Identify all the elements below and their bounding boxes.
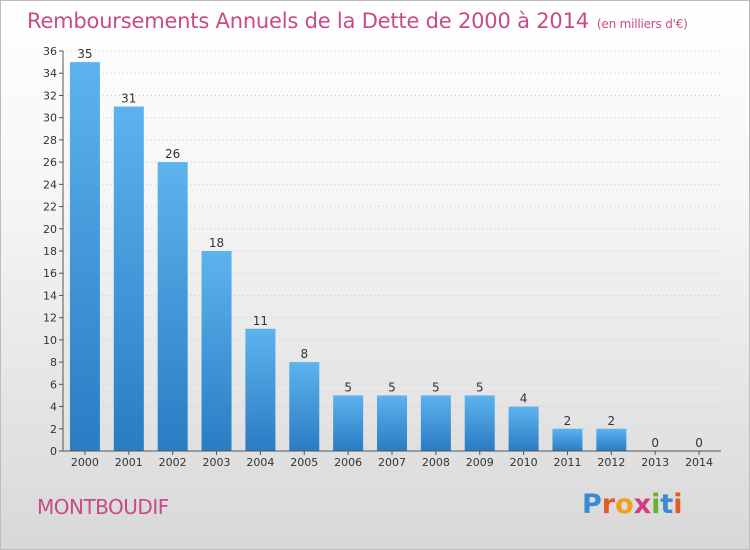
bar (420, 395, 451, 451)
data-label: 4 (520, 392, 528, 406)
y-tick-label: 36 (43, 45, 57, 58)
bar (289, 362, 320, 451)
data-label: 26 (165, 147, 180, 161)
y-tick-label: 32 (43, 89, 57, 102)
x-tick-label: 2000 (71, 456, 99, 469)
x-tick-label: 2010 (510, 456, 538, 469)
x-axis-ticks: 2000 2001 2002 2003 2004 2005 2006 2007 2008 2009… (71, 451, 713, 469)
data-labels: 35 31 26 18 11 8 5 5 5 5 4 2 2 0 0 (77, 47, 703, 450)
bar (245, 328, 276, 451)
bar (552, 428, 583, 451)
x-tick-label: 2008 (422, 456, 450, 469)
y-tick-label: 34 (43, 67, 57, 80)
y-tick-label: 6 (50, 378, 57, 391)
chart-title: Remboursements Annuels de la Dette de 20… (27, 9, 688, 33)
y-tick-label: 28 (43, 134, 57, 147)
x-tick-label: 2004 (246, 456, 274, 469)
bar (377, 395, 407, 451)
y-tick-label: 16 (43, 267, 57, 280)
bar (69, 62, 100, 451)
bar (333, 395, 364, 451)
data-label: 5 (388, 380, 396, 394)
bar (596, 428, 627, 451)
y-tick-label: 18 (43, 245, 57, 258)
x-tick-label: 2002 (159, 456, 187, 469)
logo-letter: x (633, 489, 652, 520)
commune-name: MONTBOUDIF (37, 495, 169, 519)
x-tick-label: 2012 (597, 456, 625, 469)
bar (157, 162, 188, 451)
data-label: 0 (651, 436, 659, 450)
logo-letter: r (601, 489, 616, 520)
y-tick-label: 22 (43, 201, 57, 214)
logo-letter: i (651, 489, 661, 520)
y-tick-label: 30 (43, 112, 57, 125)
data-label: 2 (608, 414, 616, 428)
y-tick-label: 4 (50, 401, 57, 414)
logo-letter: o (615, 489, 634, 520)
x-tick-label: 2013 (641, 456, 669, 469)
x-tick-label: 2009 (466, 456, 494, 469)
x-tick-label: 2006 (334, 456, 362, 469)
data-label: 35 (77, 47, 92, 61)
y-tick-label: 14 (43, 289, 57, 302)
y-tick-label: 0 (50, 445, 57, 458)
y-tick-label: 8 (50, 356, 57, 369)
y-tick-label: 2 (50, 423, 57, 436)
x-tick-label: 2014 (685, 456, 713, 469)
data-label: 11 (253, 314, 268, 328)
bar (201, 251, 232, 451)
logo-letter: P (582, 489, 602, 520)
logo-letter: t (660, 489, 674, 520)
y-tick-label: 10 (43, 334, 57, 347)
data-label: 0 (695, 436, 703, 450)
data-label: 8 (300, 347, 308, 361)
chart-subtitle: (en milliers d'€) (596, 17, 688, 31)
x-tick-label: 2007 (378, 456, 406, 469)
x-tick-label: 2005 (290, 456, 318, 469)
y-tick-label: 12 (43, 312, 57, 325)
x-tick-label: 2011 (553, 456, 581, 469)
y-tick-label: 20 (43, 223, 57, 236)
x-tick-label: 2001 (115, 456, 143, 469)
data-label: 5 (432, 380, 440, 394)
data-label: 5 (476, 380, 484, 394)
proxiti-logo: Proxiti (582, 489, 692, 521)
bars (69, 62, 627, 452)
chart-title-text: Remboursements Annuels de la Dette de 20… (27, 9, 589, 33)
logo-letter: i (673, 489, 683, 520)
x-tick-label: 2003 (203, 456, 231, 469)
data-label: 31 (121, 92, 136, 106)
y-tick-label: 26 (43, 156, 57, 169)
data-label: 2 (564, 414, 572, 428)
bar (113, 106, 144, 452)
data-label: 5 (344, 380, 352, 394)
bar (464, 395, 495, 451)
data-label: 18 (209, 236, 224, 250)
y-tick-label: 24 (43, 178, 57, 191)
bar (508, 406, 539, 451)
